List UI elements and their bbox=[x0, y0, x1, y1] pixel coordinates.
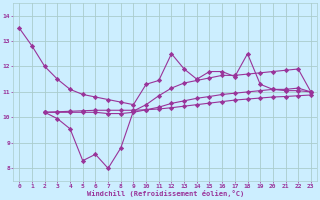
X-axis label: Windchill (Refroidissement éolien,°C): Windchill (Refroidissement éolien,°C) bbox=[86, 190, 244, 197]
